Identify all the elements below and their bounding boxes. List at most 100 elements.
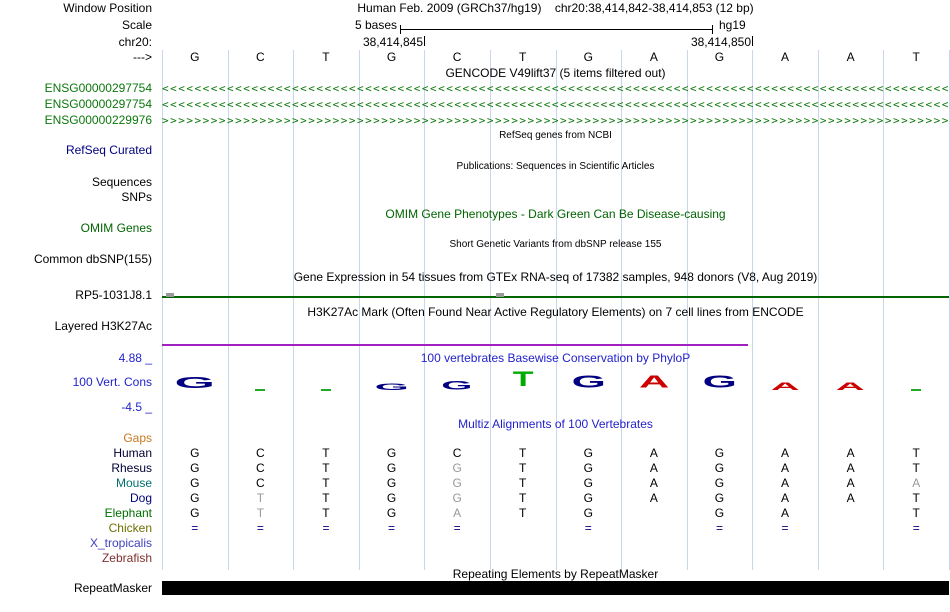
ruler-base: G (386, 50, 397, 64)
alignment-base: T (912, 491, 920, 505)
grid-line (556, 50, 557, 570)
snps-label[interactable]: SNPs (121, 190, 152, 204)
omim-genes-label[interactable]: OMIM Genes (80, 221, 152, 235)
alignment-base: T (519, 446, 527, 460)
species-label-chicken[interactable]: Chicken (108, 521, 152, 535)
alignment-base: G (386, 506, 397, 520)
conservation-letter: G (702, 372, 737, 392)
sequences-label[interactable]: Sequences (91, 175, 152, 189)
position-range: chr20:38,414,842-38,414,853 (12 bp) (554, 1, 754, 15)
conservation-letter: A (770, 380, 800, 393)
alignment-base: G (190, 461, 200, 475)
species-label-elephant[interactable]: Elephant (104, 506, 152, 520)
ruler-base: G (583, 50, 593, 64)
ruler-base: T (912, 50, 920, 64)
alignment-base: G (190, 506, 200, 520)
alignment-base: A (649, 461, 658, 475)
alignment-base: = (191, 521, 199, 535)
conservation-letter: A (836, 380, 866, 393)
conservation-letter: A (638, 372, 670, 392)
species-label-mouse[interactable]: Mouse (115, 476, 152, 490)
alignment-base: A (649, 446, 658, 460)
h3k27ac-track-title: H3K27Ac Mark (Often Found Near Active Re… (307, 305, 804, 319)
alignment-base: A (781, 461, 790, 475)
alignment-base: A (781, 476, 790, 490)
alignment-base: G (386, 476, 397, 490)
gencode-item-label-1[interactable]: ENSG00000297754 (44, 81, 152, 95)
window-position-label: Window Position (63, 1, 152, 15)
alignment-base: G (452, 491, 462, 505)
grid-line (818, 50, 819, 570)
species-label-human[interactable]: Human (113, 446, 152, 460)
alignment-base: = (322, 521, 330, 535)
refseq-curated-label[interactable]: RefSeq Curated (65, 143, 152, 157)
ruler-base: C (452, 50, 462, 64)
grid-line (883, 50, 884, 570)
alignment-base: A (912, 476, 921, 490)
alignment-base: G (386, 491, 397, 505)
repeatmasker-bar[interactable] (162, 581, 949, 595)
alignment-base: A (781, 491, 790, 505)
gtex-gene-line[interactable] (162, 296, 949, 298)
omim-track-title: OMIM Gene Phenotypes - Dark Green Can Be… (385, 207, 726, 221)
conservation-dash (911, 389, 922, 391)
alignment-base: A (781, 506, 790, 520)
conservation-logo-item: G (162, 375, 228, 395)
gencode-gene-body-3[interactable]: >>>>>>>>>>>>>>>>>>>>>>>>>>>>>>>>>>>>>>>>… (162, 114, 949, 127)
gencode-item-label-3[interactable]: ENSG00000229976 (44, 113, 152, 127)
ruler-base: G (714, 50, 725, 64)
alignment-base: T (912, 446, 920, 460)
alignment-base: G (583, 506, 593, 520)
alignment-base: C (452, 446, 462, 460)
conservation-logo-item: G (424, 380, 490, 400)
alignment-base: A (453, 506, 462, 520)
ruler-base: A (781, 50, 790, 64)
grid-line (424, 50, 425, 570)
gencode-gene-body-1[interactable]: <<<<<<<<<<<<<<<<<<<<<<<<<<<<<<<<<<<<<<<<… (162, 82, 949, 95)
alignment-base: = (388, 521, 396, 535)
gencode-item-label-2[interactable]: ENSG00000297754 (44, 97, 152, 111)
assembly-tag: hg19 (719, 18, 746, 32)
gaps-label[interactable]: Gaps (123, 431, 152, 445)
conservation-logo-item (883, 389, 949, 391)
species-label-dog[interactable]: Dog (129, 491, 152, 505)
grid-line (752, 50, 753, 570)
conservation-logo-item (293, 389, 359, 391)
gencode-track-title: GENCODE V49lift37 (5 items filtered out) (445, 66, 666, 80)
alignment-base: = (715, 521, 723, 535)
species-label-zebrafish[interactable]: Zebrafish (101, 551, 152, 565)
alignment-base: G (452, 476, 462, 490)
repeatmasker-label[interactable]: RepeatMasker (73, 581, 152, 595)
alignment-base: C (256, 446, 265, 460)
species-label-rhesus[interactable]: Rhesus (111, 461, 152, 475)
conservation-logo-item: A (752, 381, 818, 401)
grid-line (621, 50, 622, 570)
h3k27ac-label[interactable]: Layered H3K27Ac (54, 319, 152, 333)
scale-bar-left-tick (400, 25, 401, 34)
alignment-base: G (452, 461, 462, 475)
alignment-base: G (714, 491, 725, 505)
grid-line (359, 50, 360, 570)
h3k27ac-signal-line[interactable] (162, 344, 748, 346)
repeatmasker-track-title: Repeating Elements by RepeatMasker (452, 567, 659, 581)
conservation-label[interactable]: 100 Vert. Cons (72, 375, 152, 389)
gencode-gene-body-2[interactable]: <<<<<<<<<<<<<<<<<<<<<<<<<<<<<<<<<<<<<<<<… (162, 98, 949, 111)
conservation-logo-item: T (490, 369, 556, 390)
alignment-base: G (714, 506, 725, 520)
species-label-x_tropicalis[interactable]: X_tropicalis (89, 536, 152, 550)
dbsnp-label[interactable]: Common dbSNP(155) (33, 252, 152, 266)
alignment-base: T (322, 491, 330, 505)
gtex-gene-label[interactable]: RP5-1031J8.1 (75, 288, 152, 302)
alignment-base: T (256, 506, 265, 520)
conservation-letter: G (374, 382, 409, 393)
ruler-base: T (519, 50, 527, 64)
conservation-letter: G (174, 374, 216, 392)
grid-line (228, 50, 229, 570)
ruler-base: G (190, 50, 200, 64)
alignment-base: G (190, 491, 200, 505)
conservation-dash (255, 389, 266, 391)
gtex-exon-mark-1 (166, 293, 174, 297)
alignment-base: G (583, 491, 593, 505)
ruler-tick-2 (752, 36, 753, 46)
